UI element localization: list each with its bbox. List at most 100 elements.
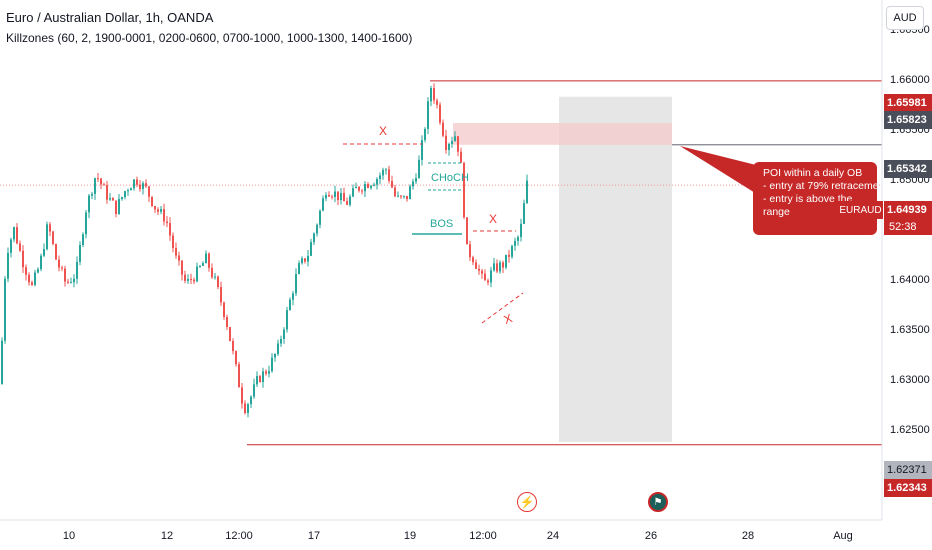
candle-body <box>388 169 390 181</box>
candle-body <box>364 184 366 192</box>
candle-body <box>151 196 153 207</box>
candle-body <box>484 273 486 281</box>
candle-body <box>340 193 342 200</box>
candle-body <box>319 210 321 225</box>
candle-body <box>265 371 267 374</box>
candle-body <box>133 179 135 189</box>
candle-body <box>253 384 255 397</box>
candle-body <box>298 263 300 274</box>
x3-dashed-line <box>481 292 524 324</box>
candle-body <box>427 101 429 129</box>
poi-callout[interactable]: POI within a daily OB - entry at 79% ret… <box>753 162 877 235</box>
indicator-label[interactable]: Killzones (60, 2, 1900-0001, 0200-0600, … <box>6 31 413 45</box>
candle-body <box>181 260 183 275</box>
candle-body <box>16 227 18 244</box>
flag-icon[interactable]: ⚑ <box>648 492 668 512</box>
candle-body <box>43 249 45 256</box>
callout-line-1: POI within a daily OB <box>763 167 863 179</box>
candle-body <box>46 224 48 250</box>
annotation-choch: CHoCH <box>431 172 469 184</box>
candle-body <box>439 104 441 123</box>
candle-body <box>241 387 243 404</box>
candle-body <box>166 221 168 224</box>
candle-body <box>79 245 81 262</box>
x-tick-label: 28 <box>742 530 754 542</box>
candle-body <box>112 198 114 201</box>
candle-body <box>61 267 63 269</box>
x-tick-label: 10 <box>63 530 75 542</box>
candle-body <box>370 185 372 188</box>
candle-body <box>292 293 294 300</box>
chart-title: Euro / Australian Dollar, 1h, OANDA <box>6 10 214 25</box>
candle-body <box>1 340 3 384</box>
candle-body <box>25 267 27 275</box>
candle-body <box>415 178 417 182</box>
candle-body <box>154 206 156 210</box>
currency-button[interactable]: AUD <box>886 6 924 30</box>
candle-body <box>244 403 246 413</box>
candles <box>1 83 528 418</box>
price-tag-poi: 1.65342 <box>884 160 932 178</box>
candle-body <box>391 180 393 188</box>
callout-line-2: - entry at 79% retracement <box>763 180 877 192</box>
price-tag-box-bottom: 1.62371 <box>884 461 932 479</box>
position-box <box>559 96 672 442</box>
price-tag-high: 1.65981 <box>884 94 932 112</box>
y-tick-label: 1.63500 <box>890 324 930 336</box>
x-tick-label: 12 <box>161 530 173 542</box>
x-tick-label: 17 <box>308 530 320 542</box>
candle-body <box>478 268 480 271</box>
candle-body <box>31 282 33 285</box>
candle-body <box>289 299 291 311</box>
price-tag-box-top: 1.65823 <box>884 111 932 129</box>
candle-body <box>373 184 375 186</box>
candle-body <box>493 263 495 271</box>
candle-body <box>88 195 90 213</box>
candle-body <box>337 191 339 200</box>
candle-body <box>394 187 396 197</box>
candle-body <box>475 262 477 269</box>
x-tick-label: Aug <box>833 530 853 542</box>
candle-body <box>409 186 411 200</box>
candle-body <box>526 180 528 204</box>
poi-zone <box>453 123 672 145</box>
lightning-icon[interactable]: ⚡ <box>517 492 537 512</box>
candle-body <box>208 253 210 268</box>
candle-body <box>202 263 204 266</box>
chart-overlays <box>0 80 882 446</box>
candle-body <box>505 254 507 268</box>
annotation-x-2: X <box>489 212 498 226</box>
candle-body <box>223 302 225 317</box>
chart-zones <box>453 96 672 442</box>
candle-body <box>235 351 237 365</box>
candle-body <box>145 183 147 187</box>
candle-body <box>304 258 306 262</box>
candle-body <box>106 185 108 200</box>
candle-body <box>352 188 354 197</box>
candle-body <box>277 343 279 354</box>
candle-body <box>376 179 378 185</box>
candle-body <box>19 243 21 251</box>
callout-pointer <box>680 146 760 196</box>
candle-body <box>172 235 174 249</box>
candle-body <box>232 341 234 352</box>
candle-body <box>379 175 381 180</box>
candle-body <box>451 141 453 145</box>
candle-body <box>322 198 324 211</box>
price-tag-low: 1.62343 <box>884 479 932 497</box>
candle-body <box>28 274 30 283</box>
candle-body <box>193 279 195 282</box>
annotation-x-1: X <box>379 124 388 138</box>
candle-body <box>196 266 198 282</box>
candle-body <box>37 269 39 273</box>
candle-body <box>523 203 525 224</box>
time-axis: 10 12 12:00 17 19 12:00 24 26 28 Aug <box>0 519 882 542</box>
candle-body <box>187 278 189 281</box>
candle-body <box>238 364 240 388</box>
candle-body <box>406 195 408 200</box>
candle-body <box>220 287 222 303</box>
candle-body <box>424 128 426 141</box>
candle-body <box>403 195 405 197</box>
candle-body <box>139 184 141 189</box>
